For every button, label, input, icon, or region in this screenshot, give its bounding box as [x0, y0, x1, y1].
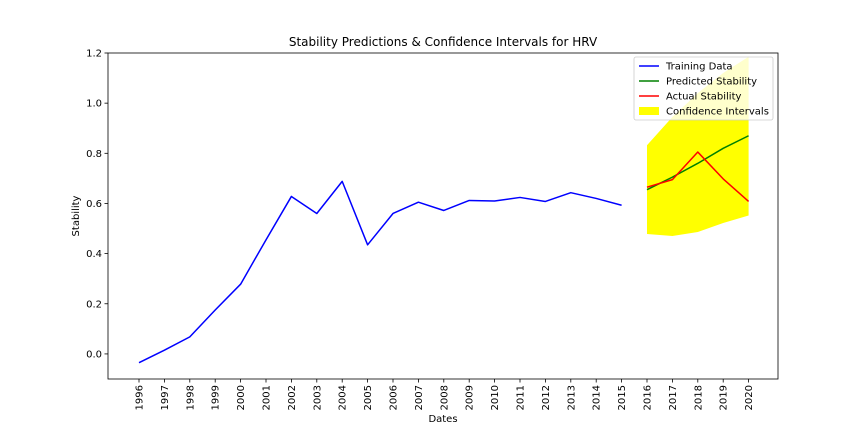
x-tick-label: 2004	[338, 385, 349, 410]
x-tick-label: 2000	[236, 385, 247, 410]
y-axis-label: Stability	[71, 195, 82, 236]
x-tick-label: 2001	[262, 385, 273, 410]
x-tick-label: 1998	[185, 385, 196, 410]
x-tick-label: 2005	[363, 385, 374, 410]
x-tick-label: 2019	[719, 385, 730, 410]
x-tick-label: 2002	[287, 385, 298, 410]
x-tick-label: 2020	[744, 385, 755, 410]
x-tick-label: 2010	[490, 385, 501, 410]
series-line-0	[138, 180, 622, 364]
x-tick-label: 2007	[414, 385, 425, 410]
x-tick-label: 2013	[566, 385, 577, 410]
y-tick-label: 0.0	[86, 349, 102, 360]
legend-label: Predicted Stability	[666, 77, 757, 88]
y-tick-label: 0.2	[86, 299, 102, 310]
x-tick-label: 2016	[643, 385, 654, 410]
y-tick-label: 1.0	[86, 99, 102, 110]
series-line-1	[646, 135, 749, 191]
x-tick-label: 2006	[389, 385, 400, 410]
x-tick-label: 2017	[668, 385, 679, 410]
series-line-2	[646, 151, 750, 203]
y-tick-label: 0.6	[86, 199, 102, 210]
legend-label: Training Data	[665, 62, 733, 73]
legend-label: Actual Stability	[666, 92, 742, 103]
chart-title: Stability Predictions & Confidence Inter…	[289, 35, 598, 49]
legend: Training Data Predicted Stability Actual S…	[633, 56, 774, 121]
legend-box	[633, 56, 774, 121]
legend-swatch-patch	[639, 107, 659, 115]
y-tick-label: 1.2	[86, 49, 102, 60]
legend-label: Confidence Intervals	[666, 107, 769, 118]
y-tick-label: 0.4	[86, 249, 102, 260]
x-tick-label: 1999	[211, 385, 222, 410]
x-tick-label: 1997	[160, 385, 171, 410]
x-tick-label: 2008	[439, 385, 450, 410]
x-tick-label: 2015	[617, 385, 628, 410]
x-tick-label: 1996	[135, 385, 146, 410]
x-axis-label: Dates	[428, 414, 457, 425]
y-tick-label: 0.8	[86, 149, 102, 160]
x-tick-label: 2014	[592, 385, 603, 410]
plot-frame	[107, 52, 779, 380]
x-tick-label: 2018	[693, 385, 704, 410]
x-tick-label: 2011	[516, 385, 527, 410]
x-tick-label: 2012	[541, 385, 552, 410]
x-tick-label: 2003	[312, 385, 323, 410]
x-tick-label: 2009	[465, 385, 476, 410]
